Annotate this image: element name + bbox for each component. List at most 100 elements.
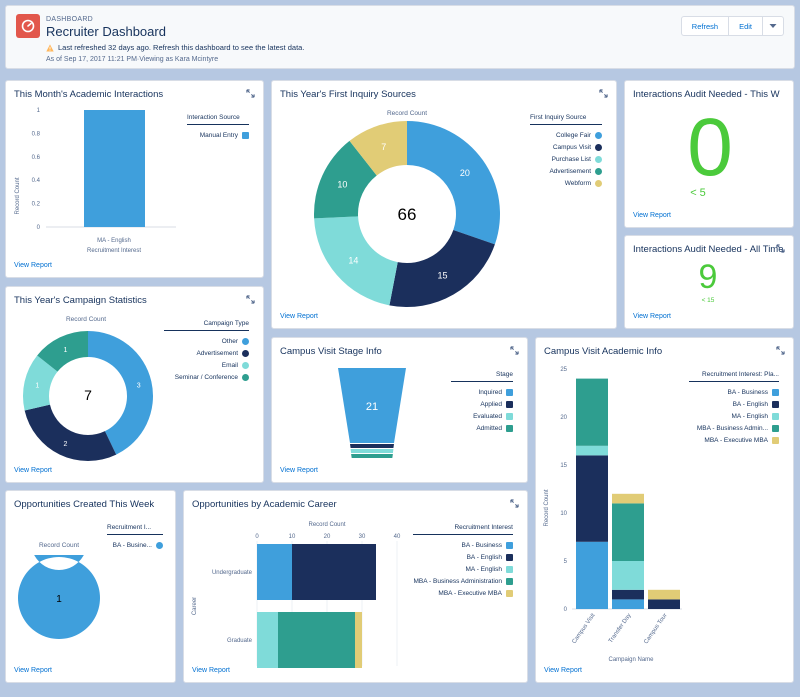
chart-legend: Recruitment Interest BA - Business BA - … [413,524,513,599]
card-title: Opportunities Created This Week [14,499,155,510]
legend-item[interactable]: Evaluated [451,410,513,422]
bar-segment[interactable] [576,378,608,446]
legend-item[interactable]: MBA - Business Admin... [689,422,779,434]
view-report-link[interactable]: View Report [14,467,53,474]
legend-item[interactable]: MBA - Business Administration [413,575,513,587]
bar-segment[interactable] [278,612,355,668]
bar-segment[interactable] [648,589,680,600]
legend-item[interactable]: MBA - Executive MBA [689,434,779,446]
legend-item[interactable]: Admitted [451,422,513,434]
expand-icon[interactable] [246,295,255,304]
legend-item[interactable]: Advertisement [530,165,602,177]
funnel-segment-applied[interactable] [350,444,394,448]
as-of-text: As of Sep 17, 2017 11:21 PM·Viewing as K… [46,56,219,63]
legend-item[interactable]: BA - Busine... [107,539,163,551]
view-report-link[interactable]: View Report [192,667,231,674]
slice-label: 14 [348,255,358,265]
expand-icon[interactable] [510,346,519,355]
view-report-link[interactable]: View Report [544,667,583,674]
donut-slice[interactable] [88,331,153,455]
view-report-link[interactable]: View Report [14,667,53,674]
donut-total: 66 [397,205,417,224]
bar-segment[interactable] [612,599,644,609]
legend-title: First Inquiry Source [530,114,602,125]
bar-segment[interactable] [257,544,292,600]
bar-segment[interactable] [576,445,608,456]
expand-icon[interactable] [776,244,785,253]
legend-item[interactable]: MA - English [689,410,779,422]
legend-item[interactable]: BA - English [689,398,779,410]
more-actions-button[interactable] [763,16,784,36]
donut-slice[interactable] [349,121,407,176]
card-campus-visit-academic: Campus Visit Academic Info Record Count … [535,337,794,683]
y-tick-label: 0 [564,607,568,613]
view-report-link[interactable]: View Report [280,313,319,320]
bar-segment[interactable] [355,612,362,668]
bar-segment[interactable] [257,612,278,668]
expand-icon[interactable] [510,499,519,508]
legend-item[interactable]: Purchase List [530,153,602,165]
x-tick-label: 30 [359,534,366,540]
legend-item[interactable]: BA - English [413,551,513,563]
legend-item[interactable]: BA - Business [689,386,779,398]
legend-swatch [595,131,602,139]
funnel-segment-admitted[interactable] [351,454,393,458]
legend-item[interactable]: Inquired [451,386,513,398]
expand-icon[interactable] [246,89,255,98]
x-tick-label: 40 [394,534,401,540]
legend-item[interactable]: Webform [530,177,602,189]
legend-swatch [595,179,602,187]
legend-item[interactable]: Email [164,359,249,371]
donut-slice[interactable] [407,121,500,245]
view-report-link[interactable]: View Report [280,467,319,474]
edit-button[interactable]: Edit [729,16,763,36]
bar-segment[interactable] [576,541,608,609]
legend-item[interactable]: Seminar / Conference [164,371,249,383]
legend-swatch [506,424,513,432]
card-opportunities-week: Opportunities Created This Week Record C… [5,490,176,683]
legend-swatch [595,155,602,163]
bar-segment[interactable] [612,589,644,600]
bar-segment[interactable] [612,503,644,561]
chart-legend: Interaction Source Manual Entry [187,114,249,141]
page-title: Recruiter Dashboard [46,24,166,39]
card-campaign-statistics: This Year's Campaign Statistics Record C… [5,286,264,483]
metric-value: 9 [698,258,718,296]
donut-slice[interactable] [37,331,88,372]
expand-icon[interactable] [776,346,785,355]
legend-item[interactable]: Campus Visit [530,141,602,153]
legend-item[interactable]: Manual Entry [187,129,249,141]
legend-item[interactable]: Other [164,335,249,347]
bar-segment[interactable] [612,561,644,590]
legend-item[interactable]: MBA - Executive MBA [413,587,513,599]
bar-segment[interactable] [576,455,608,542]
chart-legend: Recruitment I... BA - Busine... [107,524,163,551]
refresh-button[interactable]: Refresh [680,16,730,36]
funnel-segment-evaluated[interactable] [350,449,394,453]
donut-slice[interactable] [389,230,495,307]
bar-segment[interactable] [612,493,644,504]
view-report-link[interactable]: View Report [633,313,672,320]
legend-item[interactable]: MA - English [413,563,513,575]
y-axis-label: Record Count [15,177,21,214]
expand-icon[interactable] [599,89,608,98]
donut-slice[interactable] [23,355,58,411]
donut-slice[interactable] [18,555,100,639]
legend-item[interactable]: Advertisement [164,347,249,359]
funnel-segment-inquired[interactable] [338,368,406,443]
legend-item[interactable]: Applied [451,398,513,410]
legend-swatch [506,589,513,597]
donut-slice[interactable] [24,404,117,461]
legend-item[interactable]: BA - Business [413,539,513,551]
bar[interactable] [84,110,145,227]
donut-slice[interactable] [314,216,398,306]
refresh-warning: Last refreshed 32 days ago. Refresh this… [46,43,304,52]
bar-segment[interactable] [292,544,376,600]
view-report-link[interactable]: View Report [14,262,53,269]
donut-slice[interactable] [314,140,377,219]
bar-segment[interactable] [648,599,680,609]
legend-item[interactable]: College Fair [530,129,602,141]
legend-swatch [506,412,513,420]
view-report-link[interactable]: View Report [633,212,672,219]
chart-legend: Campaign Type Other Advertisement Email … [164,320,249,383]
